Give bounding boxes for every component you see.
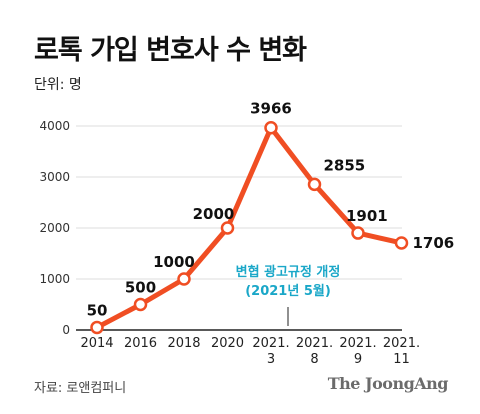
y-tick-label: 4000 <box>39 119 70 133</box>
annotation-text: 변협 광고규정 개정 <box>236 264 341 280</box>
data-point <box>220 221 235 235</box>
unit-label: 단위: 명 <box>34 77 82 93</box>
grid-lines <box>76 125 402 280</box>
x-tick-label: 2021. 9 <box>339 336 376 367</box>
data-point <box>307 177 322 192</box>
x-tick-label: 2021. 11 <box>383 336 420 367</box>
data-point <box>264 120 278 135</box>
data-label: 1000 <box>153 253 195 271</box>
data-label: 50 <box>87 301 108 319</box>
data-points <box>90 120 409 335</box>
data-point <box>177 272 191 286</box>
x-tick-label: 2014 <box>80 336 113 351</box>
data-point <box>90 320 104 335</box>
y-axis-ticks: 0 1000 2000 3000 4000 <box>39 119 70 337</box>
data-label: 2855 <box>324 156 366 174</box>
data-point <box>351 226 365 240</box>
x-tick-label: 2021. 3 <box>252 336 289 367</box>
data-label: 500 <box>125 279 156 297</box>
y-tick-label: 0 <box>62 323 70 337</box>
x-tick-label: 2021. 8 <box>296 336 333 367</box>
source-note: 자료: 로앤컴퍼니 <box>34 381 127 396</box>
y-tick-label: 2000 <box>39 221 70 235</box>
data-label: 2000 <box>193 205 235 223</box>
x-tick-label: 2020 <box>211 336 244 351</box>
annotation-text: (2021년 5월) <box>245 283 331 299</box>
data-label: 3966 <box>250 100 292 118</box>
series-polyline <box>94 125 404 330</box>
data-label: 1706 <box>413 234 455 252</box>
annotation: 변협 광고규정 개정 (2021년 5월) <box>236 264 341 326</box>
y-tick-label: 1000 <box>39 272 70 286</box>
brand-logo: The JoongAng <box>327 374 449 393</box>
chart-title: 로톡 가입 변호사 수 변화 <box>34 35 307 66</box>
x-tick-label: 2016 <box>124 336 157 351</box>
data-labels: 50 500 1000 2000 3966 2855 1901 1706 <box>87 100 455 320</box>
data-point <box>133 297 148 312</box>
x-tick-label: 2018 <box>167 336 200 351</box>
data-label: 1901 <box>346 207 388 225</box>
series-line <box>94 125 404 330</box>
y-tick-label: 3000 <box>39 170 70 184</box>
data-point <box>394 236 409 250</box>
